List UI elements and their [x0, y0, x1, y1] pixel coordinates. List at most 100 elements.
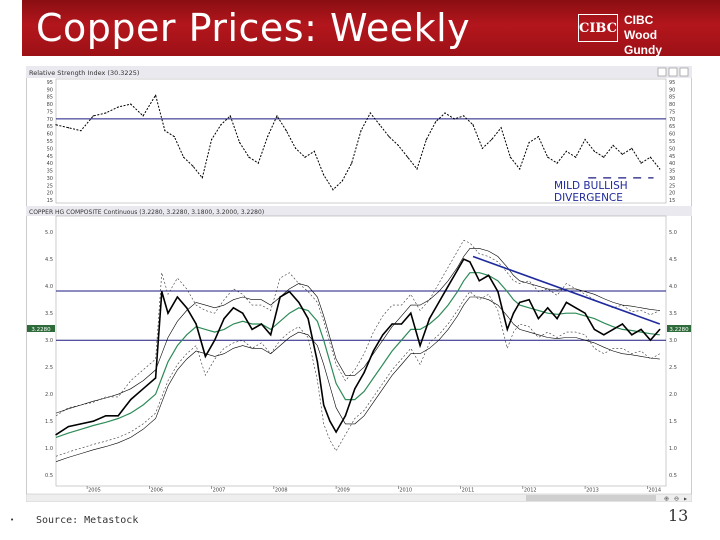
last-price-label-right: 3.2280	[669, 327, 689, 333]
price-y-tick-label: 1.0	[45, 446, 53, 452]
price-points	[55, 258, 661, 436]
rsi-window-buttons[interactable]	[657, 67, 689, 77]
price-y-tick-label: 1.5	[45, 419, 53, 425]
price-point	[186, 307, 188, 309]
rsi-point	[183, 156, 185, 158]
price-point	[288, 290, 291, 293]
rsi-point	[407, 156, 409, 158]
price-point	[344, 415, 347, 417]
price-point	[279, 296, 281, 298]
price-point	[354, 388, 356, 390]
rsi-point	[105, 112, 107, 114]
price-x-tick-label: 2014	[648, 488, 661, 494]
maximize-button[interactable]	[668, 67, 678, 77]
rsi-point	[142, 115, 144, 117]
rsi-y-tick-label: 45	[669, 154, 675, 160]
rsi-point	[659, 168, 661, 170]
rsi-point	[164, 130, 166, 132]
price-point	[307, 317, 309, 320]
price-point	[322, 404, 325, 406]
rsi-point	[472, 124, 474, 126]
rsi-y-tick-label: 60	[47, 132, 53, 138]
rsi-y-tick-label: 40	[47, 161, 53, 167]
price-point	[528, 299, 530, 301]
rsi-y-tick-label: 40	[669, 161, 675, 167]
price-point	[478, 280, 480, 282]
price-point	[447, 285, 449, 287]
last-price-tag-right-bg	[667, 325, 691, 332]
scrollbar-thumb[interactable]	[526, 495, 656, 501]
scroll-right-icon[interactable]: ▸	[684, 496, 687, 503]
rsi-y-tick-label: 65	[47, 124, 53, 130]
price-title: COPPER HG COMPOSITE Continuous (3.2280, …	[29, 209, 264, 216]
price-point	[456, 269, 459, 271]
rsi-y-tick-label: 70	[669, 117, 675, 123]
price-y-tick-label: 3.5	[45, 311, 53, 317]
price-y-tick-label: 5.0	[45, 230, 53, 236]
rsi-point	[565, 150, 568, 152]
price-point	[329, 420, 331, 422]
price-point	[621, 323, 624, 325]
rsi-point	[612, 144, 614, 147]
price-x-tick-label: 2010	[399, 488, 412, 494]
footer-bullet: •	[10, 516, 15, 524]
price-point	[67, 425, 70, 428]
rsi-point	[388, 135, 390, 138]
logo-text: CIBC Wood Gundy	[624, 13, 698, 58]
close-button[interactable]	[679, 67, 689, 77]
last-price-tag-left: 3.2280	[27, 325, 55, 333]
rsi-point	[67, 127, 70, 129]
price-y-tick-label: 4.0	[669, 284, 677, 290]
price-title-bar	[26, 206, 692, 216]
price-point	[410, 312, 412, 314]
rsi-point	[332, 189, 334, 191]
price-point	[105, 415, 107, 417]
price-x-axis: 2005 2006 2007 2008 2009 2010 2011 2012 2013 2014	[86, 486, 661, 494]
price-x-tick-label: 2012	[524, 488, 537, 494]
rsi-point	[649, 156, 652, 158]
price-point	[428, 317, 431, 320]
price-point	[659, 328, 661, 331]
rsi-point	[192, 165, 194, 167]
bollinger-lower-band	[55, 291, 660, 457]
price-point	[195, 323, 197, 325]
rsi-annotation-line-2: DIVERGENCE	[554, 192, 623, 204]
rsi-y-tick-label: 85	[669, 95, 675, 101]
price-point	[640, 328, 642, 331]
horizontal-scrollbar[interactable]	[26, 493, 692, 502]
rsi-point	[323, 174, 325, 176]
price-point	[251, 328, 253, 331]
rsi-y-tick-label: 65	[669, 124, 675, 130]
rsi-points	[55, 94, 661, 191]
rsi-point	[351, 162, 353, 164]
rsi-point	[584, 138, 586, 141]
rsi-y-tick-label: 80	[47, 102, 53, 108]
rsi-y-tick-label: 25	[47, 183, 53, 189]
rsi-point	[416, 168, 418, 170]
rsi-y-tick-label: 95	[47, 80, 53, 86]
price-point	[419, 344, 421, 347]
price-point	[487, 274, 490, 277]
rsi-point	[313, 150, 315, 152]
rsi-y-tick-label: 90	[669, 87, 675, 93]
rsi-point	[556, 162, 558, 164]
rsi-y-tick-label: 25	[669, 183, 675, 189]
header-bar: Copper Prices: Weekly CIBC CIBC Wood Gun…	[0, 0, 720, 58]
price-point	[242, 312, 244, 314]
rsi-point	[369, 112, 371, 114]
price-point	[154, 377, 157, 379]
rsi-annotation-line-1: MILD BULLISH	[554, 180, 628, 192]
minimize-button[interactable]	[657, 67, 667, 77]
price-point	[512, 312, 515, 314]
rsi-point	[603, 156, 605, 158]
price-point	[463, 258, 465, 260]
rsi-point	[220, 124, 222, 126]
rsi-point	[519, 168, 521, 170]
rsi-y-tick-label: 55	[669, 139, 675, 145]
rsi-y-tick-label: 15	[669, 198, 675, 204]
price-point	[575, 307, 577, 309]
price-point	[176, 296, 179, 298]
zoom-icon[interactable]: ⊕	[664, 496, 669, 503]
zoom-out-icon[interactable]: ⊖	[674, 496, 679, 503]
